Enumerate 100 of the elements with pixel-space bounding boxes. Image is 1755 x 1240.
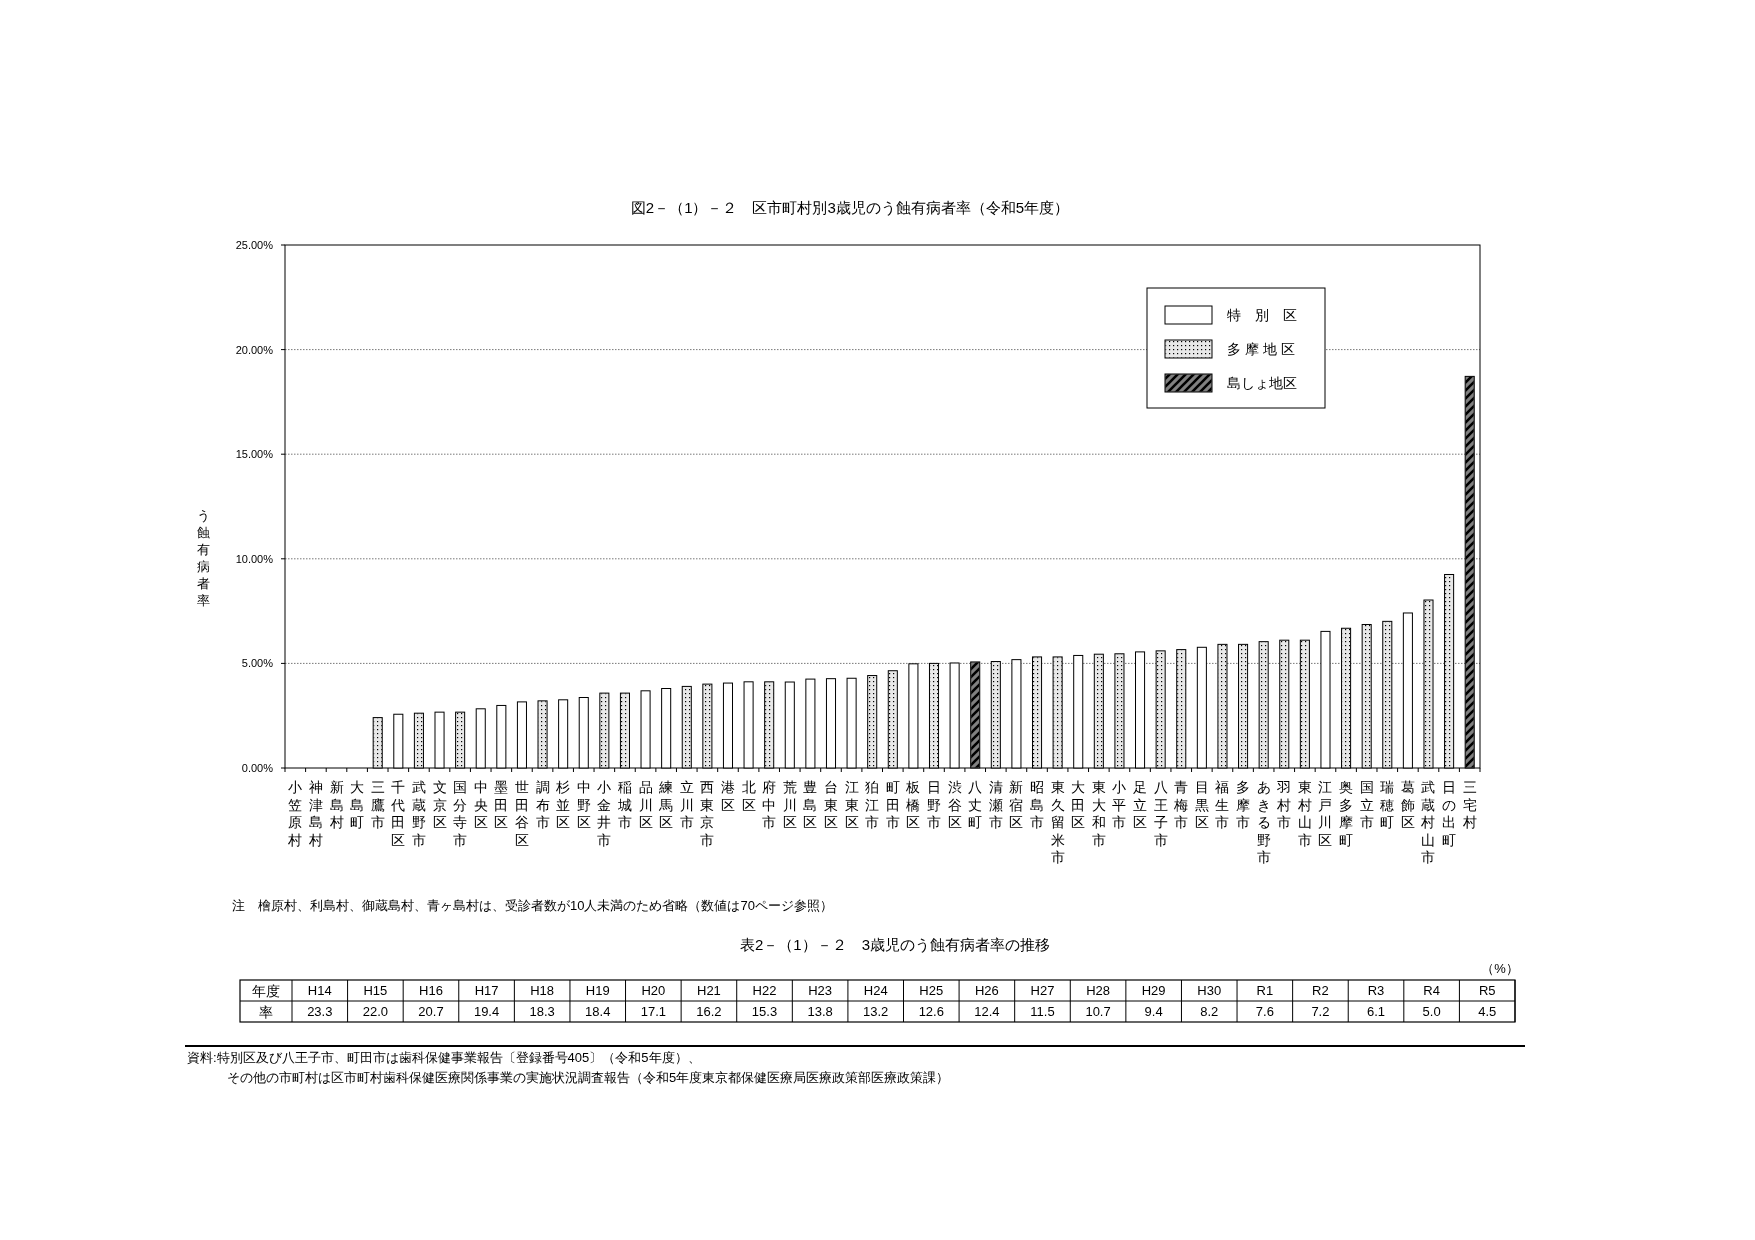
x-tick-label: 武蔵村山市 [1420, 779, 1436, 865]
x-tick-label: 清瀬市 [988, 779, 1003, 830]
data-label: 5.0 [1422, 1004, 1441, 1019]
category-label: R2 [1312, 983, 1329, 998]
x-tick-label: 多摩市 [1236, 779, 1251, 830]
data-label: 9.4 [1144, 1004, 1163, 1019]
data-label: 22.0 [362, 1004, 389, 1019]
category-label: R5 [1478, 983, 1496, 998]
text: 注 檜原村、利島村、御蔵島村、青ヶ島村は、受診者数が10人未満のため省略（数値は70ページ参照） [232, 898, 833, 913]
y-tick-label: 25.00% [235, 239, 274, 251]
x-tick-label: 稲城市 [616, 779, 632, 830]
data-label: 17.1 [640, 1004, 666, 1019]
category-label: H22 [752, 983, 777, 998]
x-tick-label: 三鷹市 [370, 779, 385, 830]
y-tick-label: 10.00% [235, 552, 274, 565]
data-label: 4.5 [1478, 1004, 1497, 1019]
category-label: H20 [641, 983, 666, 998]
x-tick-label: 台東区 [823, 779, 838, 830]
data-label: 18.4 [585, 1004, 611, 1019]
x-tick-label: 小笠原村 [287, 779, 303, 848]
y-axis-title: う蝕有病者率 [196, 508, 210, 608]
data-label: 15.3 [751, 1004, 778, 1019]
category-label: H26 [974, 983, 999, 998]
x-tick-label: 小金井市 [597, 779, 612, 848]
x-tick-label: 墨田区 [494, 779, 509, 830]
x-tick-label: 小平市 [1112, 779, 1127, 830]
category-label: H28 [1086, 983, 1110, 998]
x-tick-label: 羽村市 [1276, 779, 1292, 830]
x-tick-label: 新島村 [328, 779, 344, 830]
x-tick-label: 昭島市 [1030, 779, 1045, 830]
x-tick-label: 港区 [720, 779, 735, 813]
data-label: 7.6 [1255, 1004, 1274, 1019]
x-tick-label: あきる野市 [1256, 779, 1271, 865]
x-tick-label: 三宅村 [1461, 779, 1477, 830]
category-label: H19 [585, 983, 610, 998]
x-tick-label: 江東区 [844, 779, 859, 830]
x-tick-label: 大島町 [350, 779, 365, 830]
text: 資料:特別区及び八王子市、町田市は歯科保健事業報告〔登録番号405〕（令和5年度）、 [187, 1050, 701, 1065]
x-tick-label: 国分寺市 [453, 779, 468, 848]
data-label: 12.4 [974, 1004, 1000, 1019]
legend-label: 特 別 区 [1227, 307, 1297, 323]
data-label: 20.7 [418, 1004, 444, 1019]
data-label: 10.7 [1085, 1004, 1111, 1019]
data-label: 6.1 [1366, 1004, 1386, 1019]
category-label: H29 [1141, 983, 1166, 998]
x-tick-label: 世田谷区 [514, 779, 529, 848]
data-label: 16.2 [696, 1004, 722, 1019]
x-tick-label: 奥多摩町 [1339, 779, 1354, 848]
x-tick-label: 杉並区 [555, 779, 571, 830]
x-tick-label: 西東京市 [700, 779, 715, 848]
x-tick-label: 大田区 [1071, 779, 1086, 830]
x-tick-label: 青梅市 [1173, 779, 1189, 830]
y-tick-label: 0.00% [241, 762, 274, 774]
category-label: H30 [1197, 983, 1222, 998]
text: 表2－（1）－２ 3歳児のう蝕有病者率の推移 [739, 936, 1051, 953]
x-tick-label: 品川区 [638, 779, 653, 830]
category-label: R3 [1367, 983, 1385, 998]
data-label: 19.4 [473, 1004, 500, 1019]
category-label: R4 [1423, 983, 1440, 998]
x-tick-label: 北区 [741, 779, 756, 813]
y-tick-label: 20.00% [235, 343, 274, 356]
x-tick-label: 瑞穂町 [1380, 779, 1395, 830]
x-tick-label: 八丈町 [968, 779, 983, 830]
x-tick-label: 千代田区 [390, 779, 406, 848]
data-label: 11.5 [1030, 1004, 1055, 1019]
data-label: 18.3 [529, 1004, 555, 1019]
category-label: H14 [307, 983, 332, 998]
x-tick-label: 中野区 [576, 779, 591, 830]
x-tick-label: 八王子市 [1153, 779, 1168, 848]
category-label: H16 [419, 983, 443, 998]
x-tick-label: 立川市 [679, 779, 694, 830]
x-tick-label: 東大和市 [1091, 779, 1106, 848]
text: 年度 [252, 983, 280, 999]
x-tick-label: 府中市 [762, 779, 777, 830]
x-tick-label: 葛飾区 [1400, 779, 1415, 830]
data-label: 23.3 [307, 1004, 333, 1019]
legend-label: 多 摩 地 区 [1227, 341, 1295, 357]
x-tick-label: 豊島区 [803, 779, 818, 830]
x-tick-label: 荒川区 [782, 779, 797, 830]
category-label: H17 [474, 983, 499, 998]
data-label: 12.6 [918, 1004, 944, 1019]
data-label: 13.8 [807, 1004, 833, 1019]
category-label: H15 [363, 983, 388, 998]
text: （%） [1481, 961, 1519, 976]
x-tick-label: 狛江市 [865, 779, 880, 830]
text: 率 [259, 1004, 273, 1020]
x-tick-label: 武蔵野市 [411, 779, 426, 848]
category-label: H21 [697, 983, 721, 998]
x-tick-label: 日の出町 [1442, 779, 1457, 848]
data-label: 8.2 [1200, 1004, 1219, 1019]
x-tick-label: 練馬区 [658, 779, 674, 830]
category-label: H24 [863, 983, 888, 998]
x-tick-label: 日野市 [927, 779, 942, 830]
category-label: H23 [808, 983, 833, 998]
x-tick-label: 神津島村 [307, 779, 323, 848]
data-label: 7.2 [1311, 1004, 1330, 1019]
x-tick-label: 東久留米市 [1050, 779, 1065, 865]
category-label: H25 [919, 983, 944, 998]
x-tick-label: 福生市 [1215, 779, 1230, 830]
x-tick-label: 目黒区 [1194, 779, 1209, 830]
